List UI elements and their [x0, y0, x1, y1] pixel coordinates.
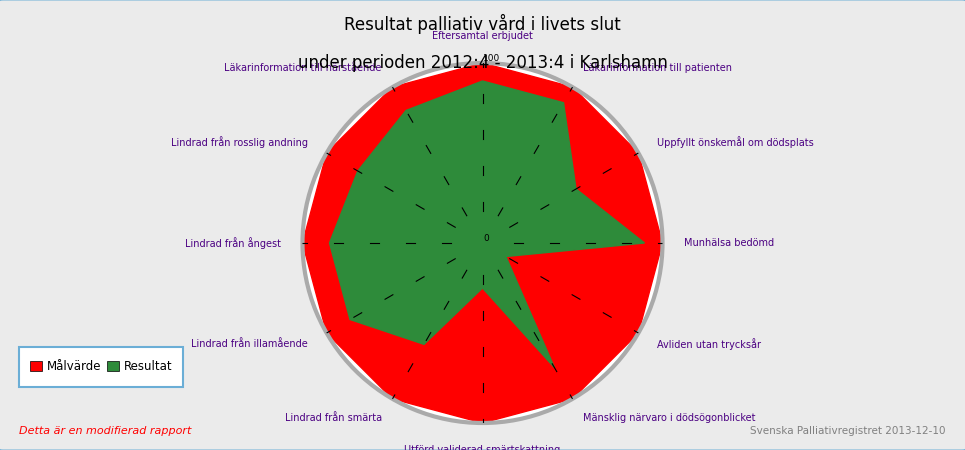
Text: Mänsklig närvaro i dödsögonblicket: Mänsklig närvaro i dödsögonblicket [583, 413, 756, 423]
Text: Detta är en modifierad rapport: Detta är en modifierad rapport [19, 427, 192, 436]
FancyBboxPatch shape [19, 346, 183, 387]
Polygon shape [329, 81, 645, 368]
Polygon shape [302, 63, 663, 423]
Text: Lindrad från ångest: Lindrad från ångest [185, 237, 281, 249]
Text: Eftersamtal erbjudet: Eftersamtal erbjudet [432, 32, 533, 41]
Text: Läkarinformation till närstående: Läkarinformation till närstående [224, 63, 382, 73]
Text: Svenska Palliativregistret 2013-12-10: Svenska Palliativregistret 2013-12-10 [750, 427, 946, 436]
Legend: Målvärde, Resultat: Målvärde, Resultat [25, 356, 178, 378]
Text: Uppfyllt önskemål om dödsplats: Uppfyllt önskemål om dödsplats [657, 136, 813, 148]
Text: Lindrad från rosslig andning: Lindrad från rosslig andning [171, 136, 308, 148]
Text: 0: 0 [483, 234, 489, 243]
Text: Avliden utan trycksår: Avliden utan trycksår [657, 338, 761, 350]
Text: Lindrad från smärta: Lindrad från smärta [285, 413, 382, 423]
Text: Resultat palliativ vård i livets slut: Resultat palliativ vård i livets slut [345, 14, 620, 34]
Text: under perioden 2012:4 - 2013:4 i Karlshamn: under perioden 2012:4 - 2013:4 i Karlsha… [297, 54, 668, 72]
Text: Munhälsa bedömd: Munhälsa bedömd [684, 238, 774, 248]
Text: Lindrad från illamående: Lindrad från illamående [191, 339, 308, 349]
Text: Läkarinformation till patienten: Läkarinformation till patienten [583, 63, 732, 73]
Text: Utförd validerad smärtskattning: Utförd validerad smärtskattning [404, 445, 561, 450]
